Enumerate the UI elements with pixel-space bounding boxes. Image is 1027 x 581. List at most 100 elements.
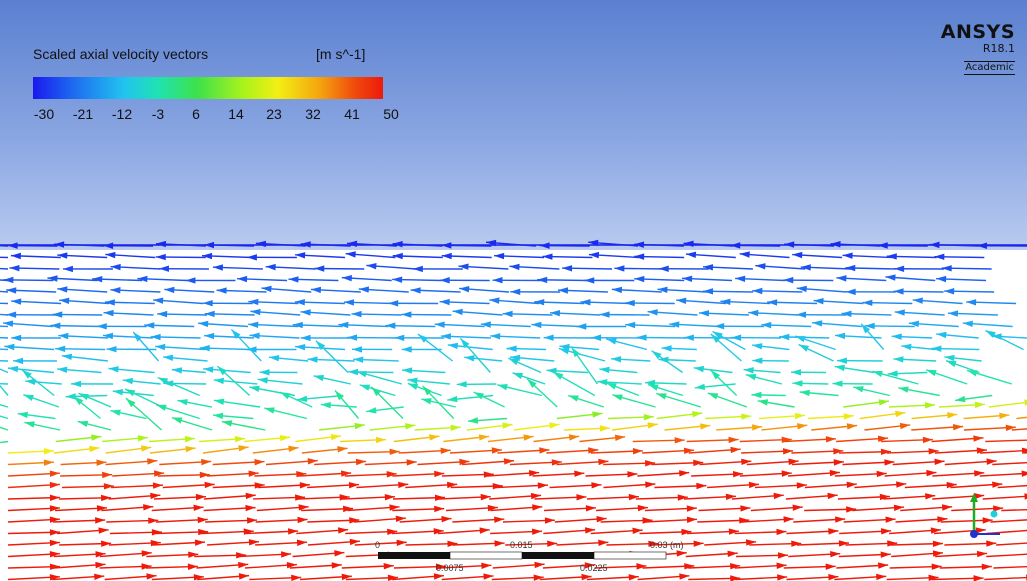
- velocity-vector: [976, 242, 1027, 249]
- viewport-background: [0, 0, 1027, 250]
- velocity-vector: [997, 484, 1027, 489]
- velocity-vector: [901, 343, 936, 351]
- velocity-vector: [549, 310, 600, 317]
- velocity-vector: [345, 574, 398, 581]
- velocity-vector: [707, 392, 748, 408]
- velocity-vector: [845, 288, 896, 296]
- velocity-vector: [940, 517, 993, 524]
- velocity-vector: [353, 356, 399, 363]
- velocity-vector: [993, 565, 1027, 569]
- velocity-vector: [752, 343, 790, 351]
- legend-title: Scaled axial velocity vectors: [33, 46, 209, 62]
- logo-name: ANSYS: [940, 21, 1015, 43]
- velocity-vector: [947, 310, 998, 317]
- velocity-vector: [343, 299, 394, 306]
- velocity-vector: [103, 309, 154, 317]
- velocity-vector: [661, 345, 697, 352]
- velocity-vector: [984, 574, 1027, 581]
- velocity-vector: [542, 253, 593, 260]
- velocity-vector: [688, 563, 741, 570]
- velocity-vector: [296, 527, 349, 535]
- velocity-vector: [845, 264, 896, 272]
- velocity-vector: [489, 297, 540, 305]
- velocity-vector: [452, 540, 505, 547]
- velocity-vector: [145, 563, 198, 570]
- velocity-vector: [655, 392, 702, 408]
- velocity-vector: [900, 504, 953, 512]
- velocity-vector: [0, 256, 9, 259]
- fluid-domain-background: [0, 250, 1027, 581]
- velocity-vector: [606, 540, 659, 548]
- velocity-vector: [807, 413, 854, 420]
- velocity-vector: [642, 447, 695, 454]
- velocity-vector: [931, 575, 984, 581]
- velocity-vector: [556, 411, 603, 420]
- velocity-vector: [698, 310, 749, 317]
- velocity-vector: [351, 310, 402, 318]
- velocity-vector: [52, 573, 105, 581]
- velocity-vector: [459, 285, 510, 293]
- velocity-vector: [105, 445, 152, 454]
- velocity-vector: [157, 310, 208, 318]
- velocity-vector: [568, 394, 605, 408]
- velocity-vector: [201, 528, 254, 535]
- velocity-vector: [401, 311, 452, 318]
- velocity-vector: [319, 422, 365, 431]
- velocity-vector: [812, 320, 862, 328]
- velocity-vector: [642, 563, 695, 570]
- velocity-vector: [0, 336, 9, 339]
- velocity-vector: [392, 470, 445, 478]
- velocity-vector: [859, 410, 906, 420]
- velocity-vector: [492, 561, 545, 569]
- velocity-vector: [292, 321, 343, 329]
- velocity-vector: [370, 386, 404, 419]
- velocity-vector: [163, 380, 207, 387]
- velocity-vector: [196, 561, 249, 569]
- velocity-vector: [813, 297, 864, 305]
- velocity-vector: [579, 434, 626, 443]
- velocity-vector: [59, 297, 110, 305]
- velocity-vector: [590, 527, 643, 535]
- velocity-vector: [893, 356, 937, 363]
- velocity-vector: [730, 242, 781, 249]
- velocity-vector: [683, 240, 734, 248]
- velocity-vector: [735, 574, 788, 581]
- velocity-vector: [614, 265, 665, 272]
- velocity-vector: [934, 447, 987, 454]
- velocity-vector: [0, 290, 9, 293]
- velocity-vector: [785, 492, 838, 500]
- velocity-vector: [657, 286, 708, 294]
- velocity-vector: [886, 448, 939, 455]
- velocity-vector: [710, 333, 742, 362]
- velocity-vector: [534, 494, 587, 501]
- velocity-vector: [259, 369, 298, 376]
- velocity-vector: [842, 252, 893, 259]
- velocity-vector: [887, 370, 928, 377]
- velocity-vector: [92, 276, 143, 283]
- velocity-vector: [889, 563, 942, 570]
- velocity-vector: [405, 481, 458, 489]
- velocity-vector: [356, 370, 403, 385]
- velocity-vector: [0, 302, 9, 305]
- velocity-vector: [288, 276, 339, 283]
- velocity-vector: [344, 471, 397, 478]
- velocity-vector: [505, 540, 558, 547]
- velocity-vector: [11, 334, 62, 342]
- velocity-vector: [908, 320, 959, 328]
- velocity-vector: [625, 321, 676, 329]
- velocity-vector: [531, 321, 582, 329]
- velocity-vector: [0, 440, 9, 444]
- velocity-vector: [510, 288, 561, 296]
- velocity-vector: [985, 329, 1024, 351]
- velocity-vector: [199, 436, 246, 443]
- velocity-vector: [338, 321, 389, 329]
- velocity-vector: [255, 539, 308, 546]
- velocity-vector: [745, 373, 783, 385]
- velocity-vector: [832, 380, 873, 387]
- velocity-vector: [986, 529, 1027, 535]
- velocity-vector: [60, 459, 107, 466]
- velocity-vector: [157, 471, 210, 479]
- velocity-vector: [439, 562, 492, 570]
- velocity-vector: [467, 417, 508, 424]
